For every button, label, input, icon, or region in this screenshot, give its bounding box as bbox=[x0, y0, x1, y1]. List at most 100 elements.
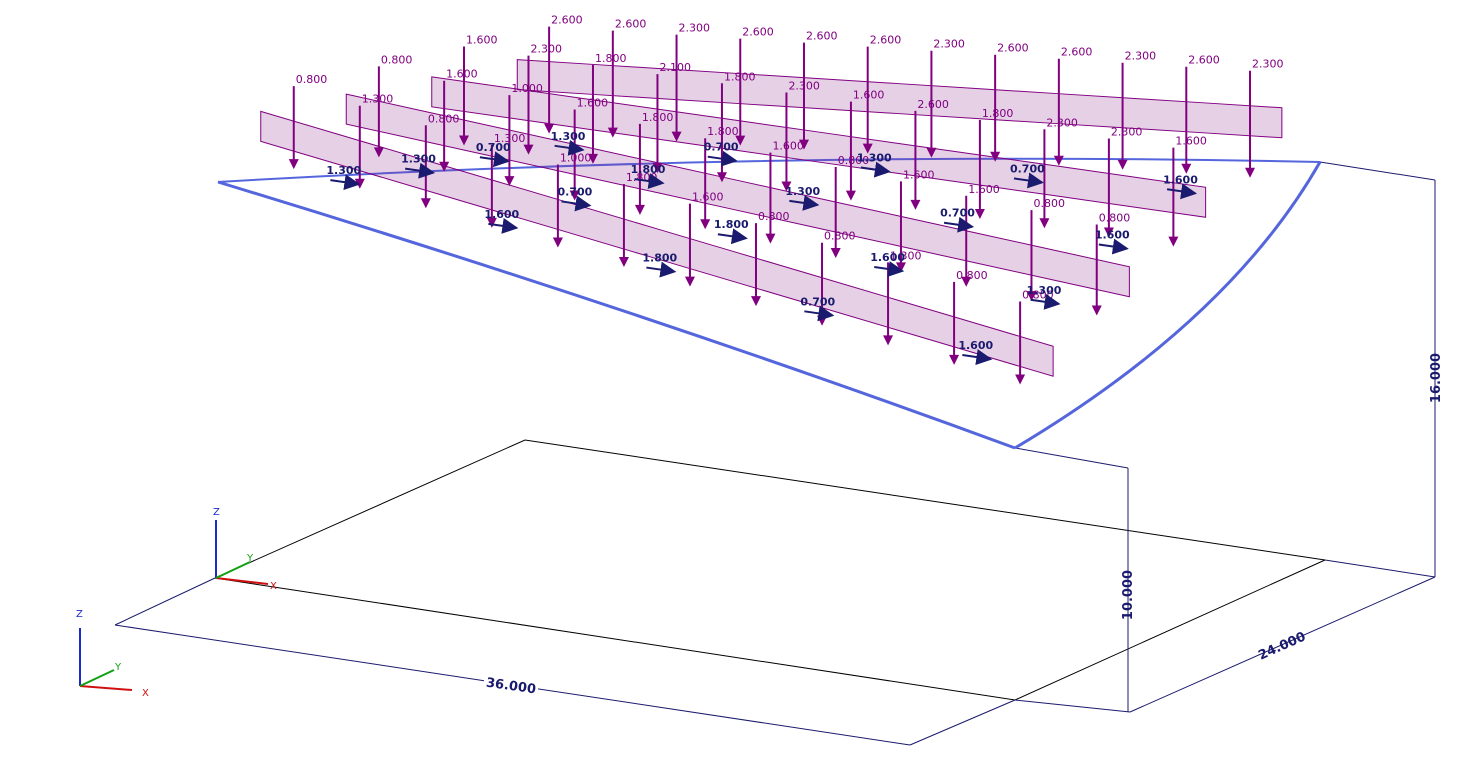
load-label: 2.600 bbox=[806, 30, 838, 43]
load-label: 1.600 bbox=[466, 33, 498, 46]
load-label: 1.600 bbox=[772, 140, 804, 153]
load-arrow-head bbox=[1181, 163, 1192, 174]
load-arrow-head bbox=[587, 153, 598, 164]
load-band bbox=[345, 93, 1130, 298]
load-arrow-head bbox=[1039, 218, 1050, 229]
horizontal-load-arrow bbox=[804, 305, 835, 322]
horizontal-load-label: 1.600 bbox=[870, 251, 905, 264]
load-arrow-head bbox=[1117, 159, 1128, 170]
mini-axis-triad bbox=[79, 628, 133, 691]
load-arrow-head bbox=[716, 172, 727, 183]
horizontal-load-label: 1.300 bbox=[401, 153, 436, 166]
load-label: 1.800 bbox=[595, 52, 627, 65]
load-arrow-head bbox=[486, 217, 497, 228]
load-arrow-head bbox=[1103, 227, 1114, 238]
load-label: 2.600 bbox=[742, 26, 774, 39]
load-label: 2.600 bbox=[551, 14, 583, 27]
horizontal-load-arrow bbox=[1013, 172, 1044, 189]
load-arrow-head bbox=[735, 135, 746, 146]
axis-label: Z bbox=[213, 507, 220, 518]
load-label: 2.300 bbox=[788, 79, 820, 92]
horizontal-load-arrow bbox=[962, 349, 993, 365]
load-label: 2.300 bbox=[1252, 58, 1284, 71]
load-arrow-head bbox=[700, 219, 711, 230]
horizontal-load-label: 1.300 bbox=[326, 164, 361, 177]
loads: 2.600 2.600 2.300 2.600 2.600 2.600 2.300 2.600… bbox=[260, 14, 1284, 385]
axis-label: Y bbox=[246, 553, 254, 564]
load-label: 1.000 bbox=[511, 82, 542, 95]
horizontal-load-label: 0.700 bbox=[704, 141, 739, 154]
load-arrow-head bbox=[765, 233, 776, 244]
load-label: 2.600 bbox=[997, 42, 1029, 55]
horizontal-load-label: 1.300 bbox=[857, 152, 892, 165]
dimension-label: 10.000 bbox=[1121, 570, 1136, 620]
load-label: 2.300 bbox=[1046, 116, 1078, 129]
load-arrow-head bbox=[1053, 155, 1064, 166]
load-label: 1.600 bbox=[446, 68, 478, 81]
horizontal-load-arrow bbox=[646, 261, 677, 278]
horizontal-load-arrow bbox=[860, 161, 891, 178]
axis-triad bbox=[215, 520, 269, 585]
horizontal-load-arrow bbox=[717, 228, 748, 245]
load-label: 0.800 bbox=[428, 112, 460, 125]
load-arrow-head bbox=[1026, 291, 1037, 302]
load-label: 2.100 bbox=[659, 61, 691, 74]
dimension-label: 36.000 bbox=[485, 676, 537, 698]
horizontal-load-label: 1.800 bbox=[714, 218, 749, 231]
load-label: 1.600 bbox=[692, 191, 724, 204]
load-arrow-head bbox=[618, 257, 629, 268]
load-label: 1.300 bbox=[890, 249, 922, 262]
load-arrow-head bbox=[373, 147, 384, 158]
horizontal-load-label: 1.800 bbox=[631, 163, 666, 176]
load-label: 0.800 bbox=[381, 53, 413, 66]
load-arrow-head bbox=[569, 190, 580, 201]
axis-label: X bbox=[142, 688, 149, 699]
load-arrow-head bbox=[420, 198, 431, 209]
horizontal-load-arrow bbox=[554, 139, 585, 156]
horizontal-load-arrow bbox=[1098, 238, 1129, 255]
load-label: 1.600 bbox=[853, 89, 885, 102]
horizontal-load-arrow bbox=[488, 217, 519, 234]
load-arrow-head bbox=[817, 315, 828, 326]
load-band bbox=[431, 76, 1207, 218]
load-label: 1.600 bbox=[1175, 135, 1207, 148]
load-arrow-head bbox=[523, 144, 534, 155]
roof bbox=[217, 157, 1322, 450]
load-label: 2.600 bbox=[1061, 46, 1093, 59]
load-label: 1.600 bbox=[903, 168, 935, 181]
load-label: 2.600 bbox=[615, 18, 647, 31]
load-arrow-head bbox=[684, 276, 695, 287]
horizontal-load-label: 0.700 bbox=[1010, 162, 1045, 175]
load-band bbox=[260, 110, 1054, 377]
load-arrow-head bbox=[1091, 305, 1102, 316]
load-arrow-head bbox=[1245, 167, 1256, 178]
load-label: 2.300 bbox=[933, 38, 965, 51]
load-label: 1.800 bbox=[982, 107, 1014, 120]
load-arrow-head bbox=[1168, 236, 1179, 247]
load-arrow-head bbox=[652, 163, 663, 174]
load-arrow-head bbox=[634, 204, 645, 215]
load-label: 2.300 bbox=[1111, 125, 1143, 138]
axis-label: X bbox=[270, 581, 277, 592]
load-arrow-head bbox=[910, 199, 921, 210]
load-arrow-head bbox=[830, 248, 841, 259]
horizontal-load-label: 1.300 bbox=[785, 185, 820, 198]
floor-frame bbox=[214, 439, 1326, 701]
dimension-lines bbox=[114, 161, 1436, 746]
load-arrow-head bbox=[288, 159, 299, 170]
load-label: 0.800 bbox=[1099, 212, 1131, 225]
load-arrow-head bbox=[961, 276, 972, 287]
dimension-label: 16.000 bbox=[1429, 353, 1444, 403]
axis-label: Y bbox=[114, 662, 122, 673]
dimension-label: 24.000 bbox=[1256, 629, 1308, 663]
load-label: 1.300 bbox=[494, 132, 526, 145]
horizontal-load-arrow bbox=[1030, 293, 1061, 310]
load-label: 2.300 bbox=[530, 43, 562, 56]
load-arrow-head bbox=[949, 354, 960, 365]
load-label: 0.800 bbox=[296, 73, 328, 86]
load-arrow-head bbox=[439, 161, 450, 172]
horizontal-load-label: 0.700 bbox=[940, 207, 975, 220]
load-arrow-head bbox=[974, 209, 985, 220]
horizontal-load-label: 0.700 bbox=[800, 295, 835, 308]
